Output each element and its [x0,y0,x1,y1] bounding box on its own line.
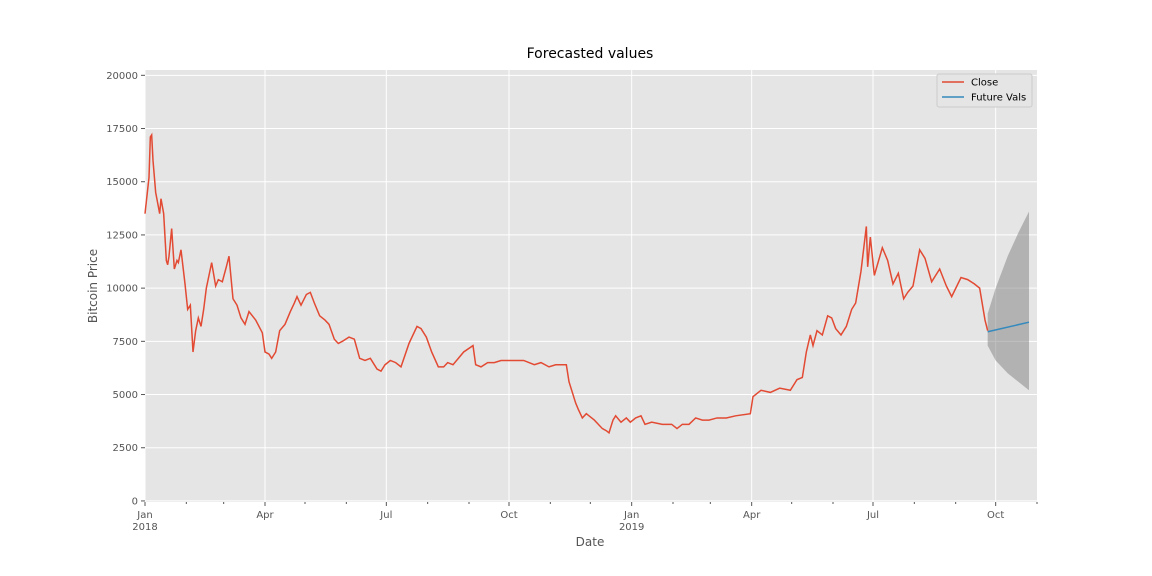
line [144,132,989,435]
y-tick-label: 0 [132,496,138,507]
confidence-band [987,211,1029,391]
x-tick-label: Oct [987,510,1004,521]
x-tick-label: Apr [256,510,274,521]
chart-title: Forecasted values [527,46,654,62]
y-tick-label: 15000 [106,177,138,188]
y-tick-label: 7500 [113,337,138,348]
x-tick-label: Oct [500,510,517,521]
x-tick-label: Jul [379,510,392,521]
y-axis-label: Bitcoin Price [86,249,100,323]
x-tick-label: Jan 2018 [132,510,157,533]
legend-label: Future Vals [971,93,1026,104]
y-tick-label: 5000 [113,390,138,401]
y-tick-label: 20000 [106,71,138,82]
x-tick-label: Jan 2019 [619,510,644,533]
legend-label: Close [971,78,998,89]
plot-area [145,70,1037,502]
y-tick-label: 12500 [106,230,138,241]
line [987,321,1030,333]
y-tick-label: 17500 [106,124,138,135]
x-tick-label: Jul [866,510,879,521]
x-tick-label: Apr [743,510,761,521]
x-axis-label: Date [576,535,605,549]
y-tick-label: 2500 [113,443,138,454]
y-tick-label: 10000 [106,284,138,295]
